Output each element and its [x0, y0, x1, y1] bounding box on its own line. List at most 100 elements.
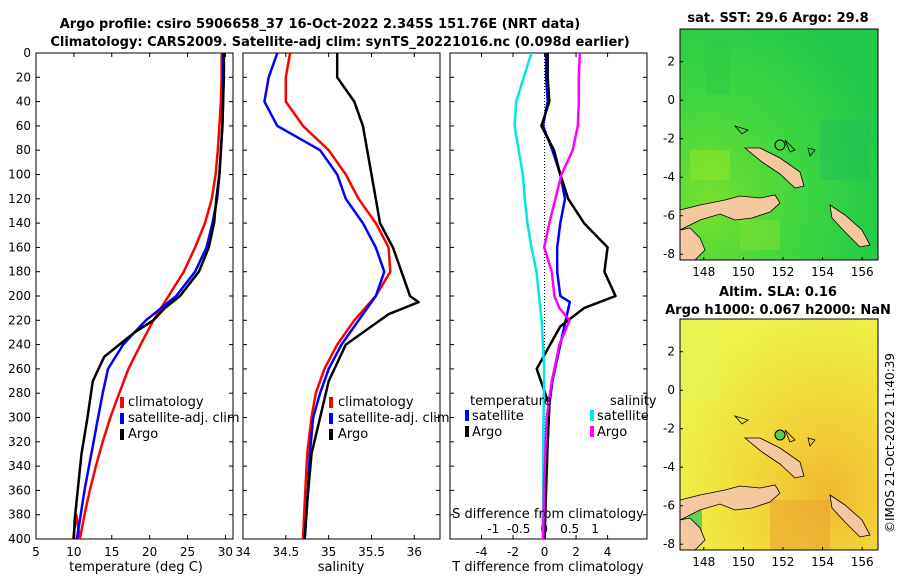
title-line-2: Climatology: CARS2009. Satellite-adj cli… — [50, 35, 629, 50]
x2-tick-label: 0.5 — [560, 522, 579, 536]
series-line-temperature-argo — [535, 53, 617, 539]
y-tick-label: 40 — [16, 95, 31, 109]
x-tick-label: -4 — [476, 545, 488, 559]
sst-map-frame — [679, 28, 879, 261]
temperature-axes: 5 10 15 20 25 3002040608010012014016018020022… — [8, 46, 233, 559]
sla-map-title-2: Argo h1000: 0.067 h2000: NaN — [665, 303, 891, 318]
y-tick-label: 160 — [8, 240, 31, 254]
legend-label-temperature-argo: Argo — [472, 425, 502, 440]
y-tick-label: 180 — [8, 265, 31, 279]
argo-float-marker — [774, 429, 786, 441]
map-x-tick-label: 150 — [732, 265, 755, 279]
y-tick-label: 60 — [16, 119, 31, 133]
y-tick-label: 240 — [8, 338, 31, 352]
salinity-panel-frame — [242, 52, 441, 540]
x-tick-label: 35 — [321, 545, 336, 559]
map-x-tick-label: 152 — [772, 265, 795, 279]
sst-patch — [690, 150, 730, 180]
y-tick-label: 300 — [8, 411, 31, 425]
sst-map-title: sat. SST: 29.6 Argo: 29.8 — [687, 11, 868, 26]
temperature-legend: climatology satellite-adj. clim Argo — [120, 395, 240, 442]
bougainville-land — [829, 494, 871, 538]
y-tick-label: 340 — [8, 459, 31, 473]
legend-label-satellite: satellite-adj. clim — [128, 411, 240, 426]
map-y-tick-label: -4 — [663, 460, 675, 474]
map-x-tick-label: 154 — [811, 555, 834, 569]
y-tick-label: 140 — [8, 216, 31, 230]
legend-label-climatology: climatology — [338, 395, 414, 410]
legend-heading-salinity: salinity — [610, 394, 657, 409]
series-line-argo — [303, 53, 420, 539]
salinity-xlabel: salinity — [318, 560, 365, 575]
map-x-tick-label: 152 — [772, 555, 795, 569]
new-britain-land — [743, 147, 805, 189]
new-guinea-land — [679, 194, 781, 231]
x-tick-label: 35.5 — [358, 545, 385, 559]
map-x-tick-label: 154 — [811, 265, 834, 279]
map-x-tick-label: 148 — [692, 265, 715, 279]
x2-tick-label: 1 — [591, 522, 599, 536]
map-y-tick-label: -8 — [663, 247, 675, 261]
x-tick-label: 20 — [142, 545, 157, 559]
y-tick-label: 80 — [16, 143, 31, 157]
bougainville-land — [829, 204, 871, 248]
legend-swatch-climatology — [329, 397, 333, 408]
map-y-tick-label: 2 — [667, 55, 675, 69]
s-difference-xlabel: S difference from climatology — [452, 507, 644, 522]
legend-swatch-salinity-argo — [590, 426, 594, 437]
difference-legend: temperature satellite Argo salinity sate… — [465, 394, 657, 440]
legend-label-climatology: climatology — [128, 395, 204, 410]
temperature-panel-frame — [35, 52, 234, 540]
legend-label-salinity-argo: Argo — [597, 425, 627, 440]
temperature-series — [71, 53, 226, 539]
map-y-tick-label: -2 — [663, 422, 675, 436]
y-tick-label: 320 — [8, 435, 31, 449]
legend-swatch-argo — [120, 429, 124, 440]
map-x-tick-label: 148 — [692, 555, 715, 569]
legend-label-salinity-satellite: satellite — [597, 409, 649, 424]
map-y-tick-label: 0 — [667, 93, 675, 107]
x-tick-label: 2 — [572, 545, 580, 559]
salinity-legend: climatology satellite-adj. clim Argo — [329, 395, 450, 442]
map-x-tick-label: 156 — [851, 555, 874, 569]
map-x-tick-label: 156 — [851, 265, 874, 279]
y-tick-label: 220 — [8, 313, 31, 327]
sla-map-frame — [679, 318, 879, 551]
y-tick-label: 0 — [23, 46, 31, 60]
sla-map-title-1: Altim. SLA: 0.16 — [719, 285, 837, 300]
legend-swatch-temperature-argo — [465, 426, 469, 437]
series-line-salinity-satellite — [513, 53, 546, 539]
imos-timestamp: ©IMOS 21-Oct-2022 11:40:39 — [883, 353, 897, 533]
series-line-satellite-adj-clim — [263, 53, 386, 539]
island-outlines — [733, 415, 816, 447]
map-y-tick-label: 2 — [667, 345, 675, 359]
legend-swatch-climatology — [120, 397, 124, 408]
map-y-tick-label: -6 — [663, 209, 675, 223]
x-tick-label: 36 — [407, 545, 422, 559]
legend-label-argo: Argo — [338, 427, 368, 442]
sst-map — [679, 28, 879, 261]
y-tick-label: 100 — [8, 168, 31, 182]
sla-map — [679, 318, 879, 551]
x2-tick-label: -1 — [487, 522, 499, 536]
y-tick-label: 200 — [8, 289, 31, 303]
x-tick-label: 25 — [180, 545, 195, 559]
y-tick-label: 260 — [8, 362, 31, 376]
legend-swatch-temperature-satellite — [465, 410, 469, 421]
legend-label-temperature-satellite: satellite — [472, 409, 524, 424]
sst-patch — [705, 35, 730, 95]
y-tick-label: 280 — [8, 386, 31, 400]
x-tick-label: 15 — [104, 545, 119, 559]
x-tick-label: 10 — [66, 545, 81, 559]
title-line-1: Argo profile: csiro 5906658_37 16-Oct-20… — [60, 17, 581, 32]
legend-label-satellite: satellite-adj. clim — [338, 411, 450, 426]
map-y-tick-label: -2 — [663, 132, 675, 146]
sla-map-axes: 148 150 152 154 156 2 0 -2 -4 -6 -8 — [663, 345, 874, 569]
x-tick-label: 4 — [604, 545, 612, 559]
sst-map-axes: 148 150 152 154 156 2 0 -2 -4 -6 -8 — [663, 55, 874, 279]
sst-patch — [820, 120, 870, 180]
t-difference-xlabel: T difference from climatology — [451, 560, 644, 575]
map-y-tick-label: 0 — [667, 383, 675, 397]
x2-tick-label: -0.5 — [507, 522, 530, 536]
